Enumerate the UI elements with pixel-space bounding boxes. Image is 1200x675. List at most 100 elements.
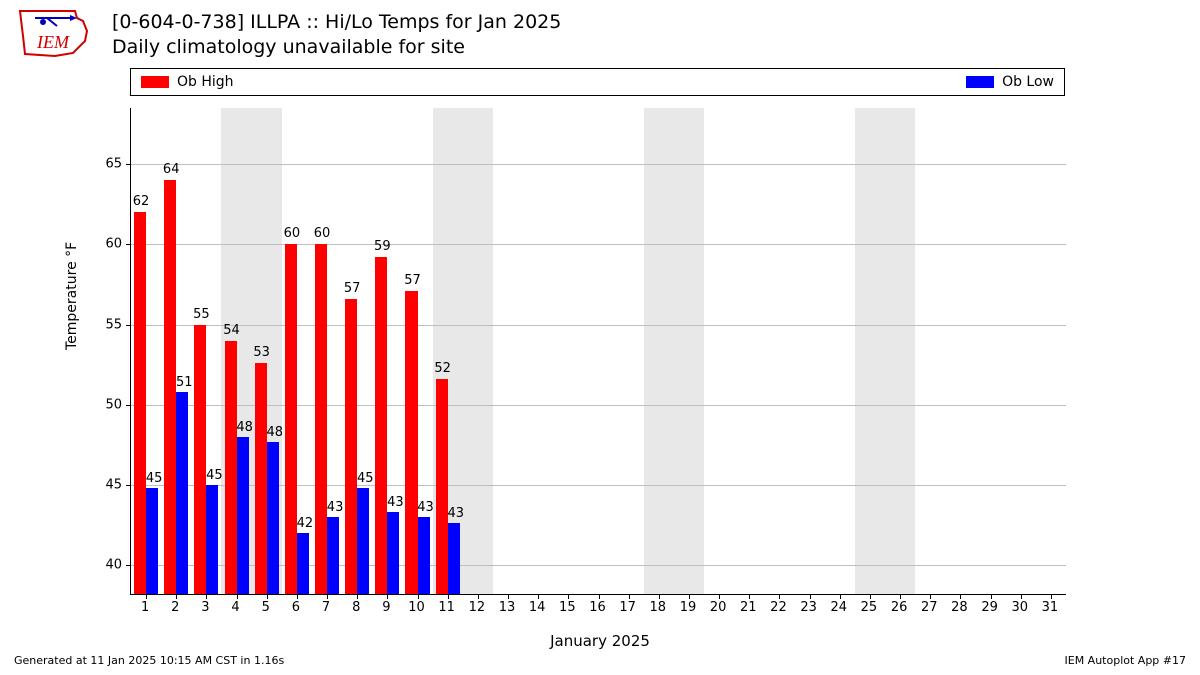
bar-high-label: 62 <box>133 194 150 209</box>
bar-low <box>297 533 309 594</box>
legend-item-high: Ob High <box>141 74 234 90</box>
x-tick-label: 14 <box>522 600 552 615</box>
bar-low <box>357 488 369 594</box>
bar-high <box>405 291 417 594</box>
bar-high <box>255 363 267 594</box>
bar-low <box>448 523 460 594</box>
x-tick-mark <box>508 594 509 599</box>
x-tick-mark <box>1051 594 1052 599</box>
x-tick-label: 25 <box>854 600 884 615</box>
x-tick-label: 5 <box>251 600 281 615</box>
bar-low-label: 42 <box>297 516 314 531</box>
bar-high-label: 64 <box>163 162 180 177</box>
footer-generated: Generated at 11 Jan 2025 10:15 AM CST in… <box>14 654 284 667</box>
gridline <box>131 164 1066 165</box>
x-tick-label: 15 <box>552 600 582 615</box>
bar-low-label: 51 <box>176 375 193 390</box>
x-tick-label: 20 <box>703 600 733 615</box>
bar-high-label: 57 <box>344 281 361 296</box>
legend-swatch-high <box>141 76 169 88</box>
x-tick-mark <box>478 594 479 599</box>
footer-app: IEM Autoplot App #17 <box>1065 654 1187 667</box>
bar-high <box>436 379 448 594</box>
x-tick-mark <box>900 594 901 599</box>
x-tick-mark <box>357 594 358 599</box>
x-tick-label: 6 <box>281 600 311 615</box>
x-tick-label: 29 <box>975 600 1005 615</box>
y-tick-label: 50 <box>82 397 122 412</box>
x-tick-mark <box>659 594 660 599</box>
x-tick-label: 24 <box>824 600 854 615</box>
legend: Ob High Ob Low <box>130 68 1065 96</box>
title-line-2: Daily climatology unavailable for site <box>112 35 561 60</box>
bar-low-label: 45 <box>146 471 163 486</box>
x-tick-mark <box>538 594 539 599</box>
bar-high-label: 57 <box>404 273 421 288</box>
bar-low-label: 43 <box>387 495 404 510</box>
bar-low <box>146 488 158 594</box>
bar-low <box>237 437 249 594</box>
svg-text:IEM: IEM <box>36 32 70 52</box>
y-tick-label: 55 <box>82 317 122 332</box>
x-tick-label: 28 <box>944 600 974 615</box>
bar-high <box>134 212 146 594</box>
x-tick-label: 30 <box>1005 600 1035 615</box>
bar-low-label: 48 <box>266 425 283 440</box>
bar-high <box>164 180 176 594</box>
x-tick-mark <box>779 594 780 599</box>
x-tick-mark <box>267 594 268 599</box>
x-tick-label: 16 <box>583 600 613 615</box>
x-tick-mark <box>870 594 871 599</box>
bar-low <box>327 517 339 594</box>
bar-high-label: 52 <box>434 361 451 376</box>
weekend-band <box>644 108 704 594</box>
x-tick-mark <box>297 594 298 599</box>
plot-area: 6245645155455448534860426043574559435743… <box>130 108 1066 595</box>
x-tick-mark <box>327 594 328 599</box>
x-tick-mark <box>1021 594 1022 599</box>
legend-item-low: Ob Low <box>966 74 1054 90</box>
chart-title: [0-604-0-738] ILLPA :: Hi/Lo Temps for J… <box>112 10 561 59</box>
weekend-band <box>855 108 915 594</box>
x-tick-mark <box>176 594 177 599</box>
x-tick-label: 3 <box>190 600 220 615</box>
x-tick-mark <box>810 594 811 599</box>
y-tick-label: 40 <box>82 558 122 573</box>
x-tick-label: 12 <box>462 600 492 615</box>
x-tick-mark <box>387 594 388 599</box>
x-tick-mark <box>599 594 600 599</box>
bar-low-label: 45 <box>206 468 223 483</box>
x-tick-label: 23 <box>794 600 824 615</box>
bar-high <box>375 257 387 594</box>
bar-high <box>285 244 297 594</box>
bar-high-label: 54 <box>223 323 240 338</box>
x-tick-label: 31 <box>1035 600 1065 615</box>
x-tick-mark <box>206 594 207 599</box>
bar-low-label: 45 <box>357 471 374 486</box>
bar-low <box>267 442 279 594</box>
y-tick-label: 45 <box>82 477 122 492</box>
x-tick-mark <box>840 594 841 599</box>
x-tick-label: 13 <box>492 600 522 615</box>
x-tick-label: 22 <box>763 600 793 615</box>
gridline <box>131 325 1066 326</box>
gridline <box>131 244 1066 245</box>
x-tick-label: 2 <box>160 600 190 615</box>
x-tick-label: 8 <box>341 600 371 615</box>
x-tick-label: 7 <box>311 600 341 615</box>
x-tick-label: 17 <box>613 600 643 615</box>
bar-low <box>418 517 430 594</box>
x-tick-label: 18 <box>643 600 673 615</box>
bar-low <box>206 485 218 594</box>
bar-low <box>176 392 188 594</box>
y-tick-label: 65 <box>82 157 122 172</box>
x-tick-mark <box>930 594 931 599</box>
bar-high <box>194 325 206 594</box>
bar-low-label: 43 <box>417 500 434 515</box>
bar-low-label: 43 <box>327 500 344 515</box>
bar-low-label: 43 <box>447 506 464 521</box>
x-tick-label: 1 <box>130 600 160 615</box>
x-tick-label: 27 <box>914 600 944 615</box>
y-axis-label: Temperature °F <box>64 242 80 350</box>
bar-high-label: 53 <box>253 345 270 360</box>
